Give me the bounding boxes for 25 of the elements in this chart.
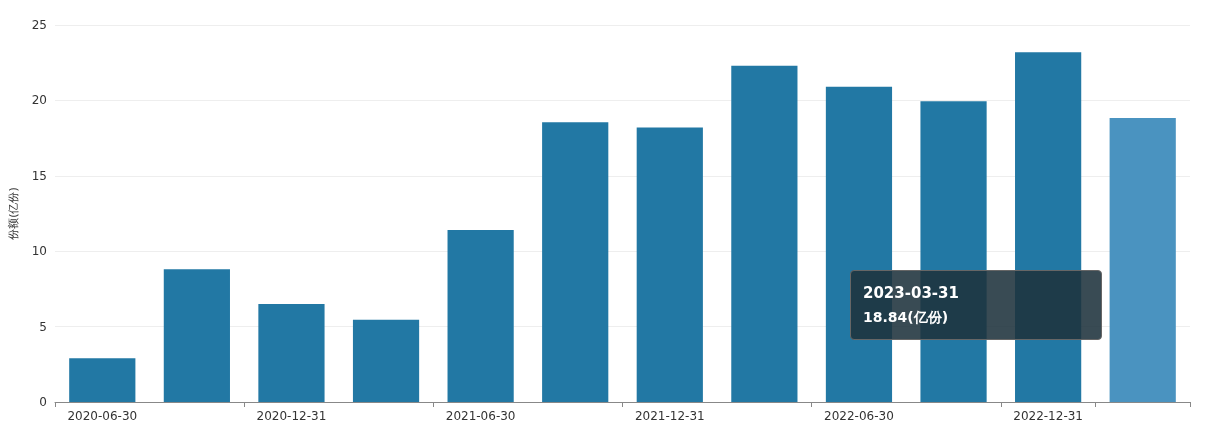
bar [258, 303, 325, 402]
tooltip-box: 2023-03-31 18.84(亿份) [850, 270, 1102, 340]
x-tick-label: 2022-06-30 [824, 409, 894, 423]
x-tick-label: 2020-12-31 [256, 409, 327, 423]
bar [352, 319, 420, 402]
bar [636, 127, 703, 402]
bar [731, 65, 798, 402]
y-tick-label: 20 [31, 93, 47, 108]
annotation: 18.84(亿份) [863, 308, 950, 327]
annotation: 2023-03-31 [863, 283, 960, 304]
x-tick-label: 2022-12-31 [1013, 409, 1083, 423]
x-tick-label: 2021-06-30 [445, 409, 516, 423]
x-tick-label: 2020-06-30 [67, 409, 138, 423]
bar [542, 122, 609, 402]
x-tick-label: 2021-12-31 [634, 409, 705, 423]
y-tick-label: 15 [31, 168, 47, 183]
y-tick-label: 10 [31, 244, 47, 259]
y-tick-label: 0 [39, 395, 47, 409]
bar [163, 269, 230, 402]
y-axis-title: 份额(亿份) [7, 187, 20, 240]
bar [69, 358, 136, 402]
y-tick-label: 5 [39, 319, 47, 334]
bar [447, 230, 514, 402]
bar [1109, 117, 1176, 402]
y-tick-label: 25 [31, 18, 47, 32]
